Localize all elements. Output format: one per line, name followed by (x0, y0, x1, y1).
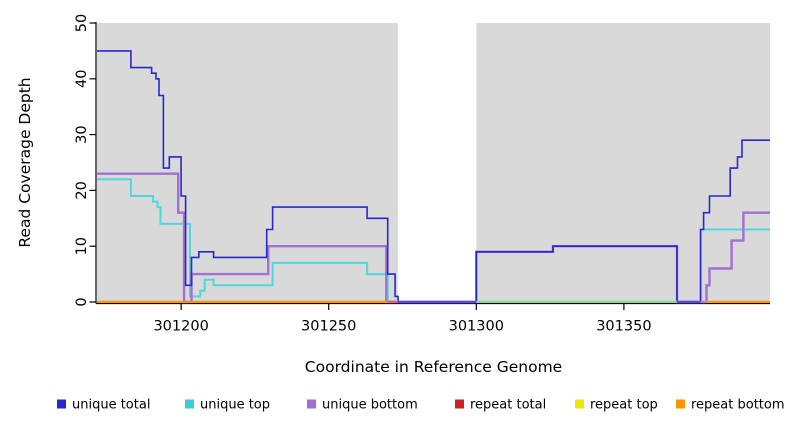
legend-swatch-repeat-total (455, 399, 464, 409)
legend-swatch-unique-total (57, 399, 66, 409)
legend-label-repeat-bottom: repeat bottom (691, 398, 785, 413)
shaded-region (476, 23, 770, 302)
y-tick-label: 40 (74, 70, 90, 88)
x-tick-label: 301350 (596, 319, 651, 335)
legend-swatch-repeat-top (575, 399, 584, 409)
legend-label-repeat-top: repeat top (590, 398, 658, 413)
legend-label-unique-top: unique top (200, 398, 270, 413)
x-axis-title: Coordinate in Reference Genome (305, 358, 562, 376)
y-axis-title: Read Coverage Depth (16, 77, 34, 247)
x-tick-label: 301200 (153, 319, 208, 335)
series-unique-top (97, 178, 770, 303)
legend-swatch-unique-top (185, 399, 194, 409)
legend-label-unique-total: unique total (72, 398, 150, 413)
x-tick-label: 301300 (449, 319, 504, 335)
legend-swatch-repeat-bottom (676, 399, 685, 409)
y-tick-label: 30 (74, 125, 90, 143)
y-tick-label: 0 (74, 297, 90, 306)
y-tick-label: 50 (74, 14, 90, 32)
legend-label-unique-bottom: unique bottom (322, 398, 418, 413)
shaded-region (97, 23, 398, 302)
x-tick-label: 301250 (301, 319, 356, 335)
y-tick-label: 10 (74, 237, 90, 255)
y-tick-label: 20 (74, 181, 90, 199)
legend-label-repeat-total: repeat total (470, 398, 546, 413)
legend-swatch-unique-bottom (307, 399, 316, 409)
series-unique-total (97, 50, 770, 303)
